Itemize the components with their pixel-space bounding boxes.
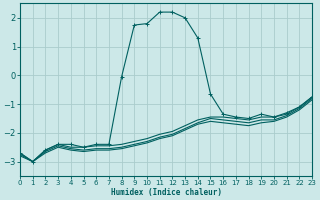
X-axis label: Humidex (Indice chaleur): Humidex (Indice chaleur) [110,188,221,197]
